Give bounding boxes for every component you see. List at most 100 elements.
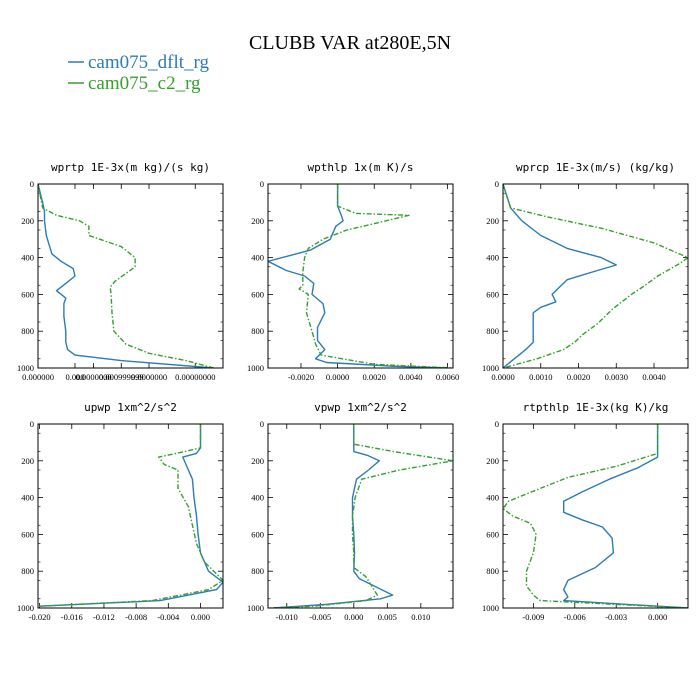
x-tick-label: 0.000999999: [99, 372, 144, 382]
y-tick-label: 600: [486, 529, 499, 539]
x-tick-label: -0.0020: [288, 372, 314, 382]
y-tick-label: 0: [30, 179, 34, 189]
panel-title: rtpthlp 1E-3x(kg K)/kg: [523, 401, 669, 414]
y-tick-label: 0: [495, 419, 499, 429]
x-tick-label: 0.000: [344, 612, 363, 622]
y-tick-label: 1000: [17, 603, 34, 613]
plot-frame: [37, 183, 224, 369]
panel-title: wprtp 1E-3x(m kg)/(s kg): [51, 161, 210, 174]
x-tick-label: -0.012: [93, 612, 115, 622]
x-tick-label: -0.006: [564, 612, 586, 622]
y-tick-label: 400: [21, 253, 34, 263]
x-tick-label: -0.009: [522, 612, 544, 622]
x-tick-label: -0.005: [309, 612, 331, 622]
x-tick-label: 0.000: [65, 372, 84, 382]
panel-title: wprcp 1E-3x(m/s) (kg/kg): [516, 161, 675, 174]
x-tick-label: 0.0040: [642, 372, 665, 382]
x-tick-label: -0.004: [157, 612, 180, 622]
panel-title: upwp 1xm^2/s^2: [84, 401, 177, 414]
y-tick-label: 400: [486, 253, 499, 263]
y-tick-label: 200: [251, 216, 264, 226]
x-tick-label: 0.0020: [567, 372, 590, 382]
y-tick-label: 600: [251, 529, 264, 539]
y-tick-label: 0: [260, 419, 264, 429]
y-tick-label: 0: [495, 179, 499, 189]
x-tick-label: -0.008: [125, 612, 147, 622]
y-tick-label: 400: [251, 253, 264, 263]
x-tick-label: 0.0000: [326, 372, 349, 382]
panel-6: rtpthlp 1E-3x(kg K)/kg 0 200 400 600 800 1000 -…: [482, 401, 689, 622]
series-line-dflt: [38, 184, 214, 368]
panel-3: wprcp 1E-3x(m/s) (kg/kg) 0 200 400 600 800 100…: [482, 161, 689, 382]
legend-label-c2: cam075_c2_rg: [88, 73, 201, 94]
y-tick-label: 400: [21, 493, 34, 503]
plot-frame: [267, 423, 454, 609]
y-tick-label: 600: [251, 289, 264, 299]
y-tick-label: 200: [251, 456, 264, 466]
panel-title: wpthlp 1x(m K)/s: [308, 161, 414, 174]
x-tick-label: -0.020: [29, 612, 51, 622]
series-line-c2: [38, 184, 214, 368]
y-tick-label: 1000: [482, 363, 499, 373]
y-tick-label: 600: [21, 289, 34, 299]
x-tick-label: -0.010: [276, 612, 298, 622]
x-tick-label: 0.0010: [529, 372, 552, 382]
series-line-dflt: [273, 424, 394, 608]
y-tick-label: 800: [21, 326, 34, 336]
x-tick-label: 0.0000000: [75, 372, 111, 382]
series-line-c2: [503, 184, 688, 368]
series-line-dflt: [503, 184, 617, 368]
series-line-c2: [503, 424, 688, 608]
x-tick-label: 0.000000: [22, 372, 54, 382]
plot-frame: [267, 183, 454, 369]
series-line-c2: [39, 424, 223, 607]
x-tick-label: 0.0040: [399, 372, 422, 382]
y-tick-label: 1000: [482, 603, 499, 613]
y-tick-label: 800: [486, 566, 499, 576]
x-tick-label: -0.016: [61, 612, 83, 622]
y-tick-label: 400: [251, 493, 264, 503]
y-tick-label: 1000: [17, 363, 34, 373]
y-tick-label: 800: [251, 566, 264, 576]
y-tick-label: 800: [21, 566, 34, 576]
panel-2: wpthlp 1x(m K)/s 0 200 400 600 800 1000 -0.0020…: [247, 161, 459, 382]
y-tick-label: 400: [486, 493, 499, 503]
panel-1: wprtp 1E-3x(m kg)/(s kg) 0 200 400 600 800 100…: [17, 161, 224, 382]
series-line-dflt: [39, 424, 223, 607]
x-tick-label: 0.0060: [436, 372, 459, 382]
series-line-dflt: [268, 184, 448, 368]
y-tick-label: 800: [251, 326, 264, 336]
y-tick-label: 1000: [247, 603, 264, 613]
y-tick-label: 200: [21, 216, 34, 226]
x-tick-label: 0.010: [411, 612, 430, 622]
y-tick-label: 600: [486, 289, 499, 299]
y-tick-label: 200: [21, 456, 34, 466]
series-line-c2: [269, 424, 453, 608]
legend: cam075_dflt_rg cam075_c2_rg: [68, 52, 210, 94]
x-tick-label: 0.0000: [491, 372, 514, 382]
y-tick-label: 0: [260, 179, 264, 189]
x-tick-label: 0.000: [191, 612, 210, 622]
y-tick-label: 800: [486, 326, 499, 336]
plot-frame: [502, 423, 689, 609]
y-tick-label: 0: [30, 419, 34, 429]
x-tick-label: 0.0000000: [131, 372, 167, 382]
y-tick-label: 200: [486, 216, 499, 226]
x-tick-label: 0.000: [648, 612, 667, 622]
y-tick-label: 1000: [247, 363, 264, 373]
series-line-c2: [298, 184, 453, 368]
panel-4: upwp 1xm^2/s^2 0 200 400 600 800 1000-0.020 -0.…: [17, 401, 224, 622]
plot-frame: [37, 423, 224, 609]
x-tick-label: 0.00000000: [175, 372, 215, 382]
panels: wprtp 1E-3x(m kg)/(s kg) 0 200 400 600 800 100…: [17, 161, 689, 622]
series-line-dflt: [563, 424, 688, 608]
x-tick-label: 0.005: [378, 612, 397, 622]
y-tick-label: 200: [486, 456, 499, 466]
plot-frame: [502, 183, 689, 369]
x-tick-label: -0.003: [605, 612, 627, 622]
x-tick-label: 0.0030: [605, 372, 628, 382]
panel-5: vpwp 1xm^2/s^2 0 200 400 600 800 1000 -0.010 -0.…: [247, 401, 454, 622]
panel-title: vpwp 1xm^2/s^2: [314, 401, 407, 414]
legend-label-dflt: cam075_dflt_rg: [88, 52, 210, 73]
